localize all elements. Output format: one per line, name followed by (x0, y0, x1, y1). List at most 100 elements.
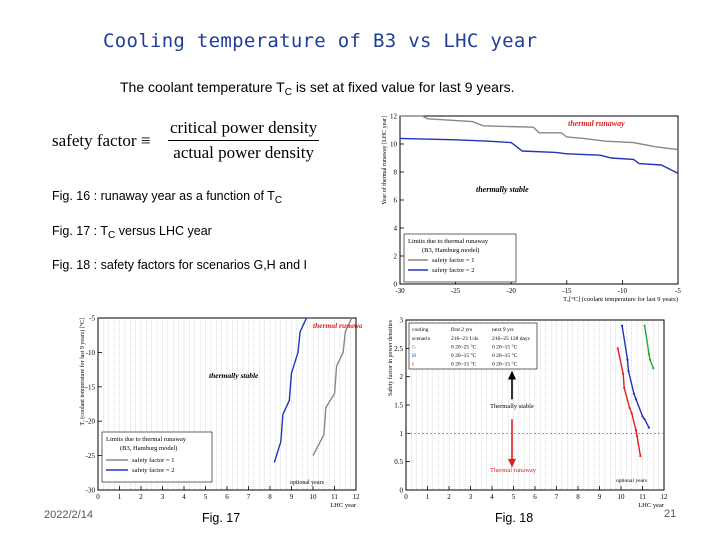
legend-entry: safety factor = 1 (432, 257, 474, 264)
x-tick-label: 3 (161, 493, 165, 501)
x-tick-label: 8 (576, 493, 580, 501)
fig17-text-sub: C (108, 230, 116, 241)
x-tick-label: 0 (404, 493, 408, 501)
x-axis-label: Tₒ[°C] (coolant temperature for last 9 y… (563, 296, 678, 302)
data-point (652, 367, 655, 370)
data-point (643, 418, 646, 421)
arrow-down-head (508, 458, 516, 468)
slide-title: Cooling temperature of B3 vs LHC year (103, 30, 538, 52)
y-tick-label: -10 (86, 349, 96, 357)
x-tick-label: 11 (639, 493, 646, 501)
legend-title: Limits due to thermal runaway (106, 436, 187, 443)
legend-row-value: 0 20~15 °C (451, 361, 477, 368)
y-tick-label: 4 (394, 225, 398, 233)
formula-numerator: critical power density (168, 118, 320, 141)
x-tick-label: 10 (310, 493, 318, 501)
legend-row-value: 0 20~15 °C (492, 361, 518, 368)
series-line-safety-factor-2 (399, 137, 679, 175)
x-tick-label: 3 (469, 493, 473, 501)
x-tick-label: 1 (426, 493, 430, 501)
formula-lhs: safety factor ≡ (52, 131, 151, 150)
legend-box (408, 322, 538, 370)
legend-row-label: scenario (412, 336, 431, 342)
y-tick-label: 6 (394, 197, 398, 205)
legend-row-label: H (412, 353, 416, 359)
y-tick-label: -25 (86, 452, 96, 460)
arrow-up-head (508, 370, 516, 380)
legend-title: Limits due to thermal runaway (408, 238, 489, 245)
legend-row-value: 0 20~15 °C (492, 352, 518, 359)
legend-row-value: 0 20~15 °C (492, 344, 518, 351)
y-tick-label: 3 (400, 317, 404, 325)
y-tick-label: -30 (86, 487, 96, 495)
x-tick-label: 6 (225, 493, 229, 501)
legend-header: first 2 yrs (451, 326, 472, 333)
x-tick-label: -25 (451, 287, 461, 295)
x-tick-label: -15 (562, 287, 572, 295)
y-tick-label: 1.5 (394, 402, 403, 410)
data-point (623, 386, 626, 390)
series-line-g (643, 325, 654, 369)
page-number: 21 (664, 508, 677, 520)
annotation-thermally-stable: thermally stable (209, 371, 259, 380)
legend-subtitle: (B3, Hamburg model) (120, 445, 177, 452)
fig18-text-pre: Fig. 18 : safety factors for scenarios G… (52, 258, 307, 272)
y-tick-label: 0 (400, 487, 404, 495)
fig16-description: Fig. 16 : runaway year as a function of … (52, 189, 282, 206)
x-tick-label: 1 (118, 493, 122, 501)
x-tick-label: 2 (447, 493, 451, 501)
legend-row-value: 216~23 1/4s (451, 336, 478, 342)
formula-fraction: critical power density actual power dens… (168, 118, 320, 163)
data-point (616, 347, 619, 350)
x-axis-label: LHC year (638, 502, 665, 509)
x-tick-label: 10 (618, 493, 626, 501)
x-tick-label: 4 (182, 493, 186, 501)
x-tick-label: 12 (353, 493, 361, 501)
subtitle-text-pre: The coolant temperature T (120, 79, 285, 95)
legend-entry: safety factor = 2 (432, 267, 474, 274)
series-line-safety-factor-1 (400, 115, 679, 151)
y-tick-label: 8 (394, 169, 398, 177)
subtitle-text-post: is set at fixed value for last 9 years. (291, 79, 515, 95)
legend-row-label: G (412, 345, 416, 351)
y-tick-label: 1 (400, 430, 404, 438)
fig16-text-pre: Fig. 16 : runaway year as a function of … (52, 189, 275, 203)
data-point (627, 369, 630, 373)
data-point (628, 406, 631, 409)
y-tick-label: -5 (89, 315, 95, 323)
x-tick-label: -30 (395, 287, 405, 295)
data-point (648, 358, 652, 361)
fig17-caption: Fig. 17 (202, 511, 241, 525)
annotation-thermally-stable: Thermally stable (490, 403, 534, 410)
data-point (630, 412, 633, 415)
fig17-text-post: versus LHC year (115, 224, 212, 238)
x-tick-label: 7 (247, 493, 251, 501)
legend-row-value: 0 20~15 °C (451, 352, 477, 359)
y-tick-label: 12 (390, 113, 398, 121)
safety-factor-formula: safety factor ≡ critical power density a… (52, 118, 352, 168)
legend-row-value: 0 20~25 °C (451, 344, 477, 351)
fig17-description: Fig. 17 : TC versus LHC year (52, 224, 212, 241)
legend-entry: safety factor = 1 (132, 457, 174, 464)
subtitle-subscript: C (284, 87, 292, 98)
y-tick-label: 2.5 (394, 345, 403, 353)
x-tick-label: 12 (661, 493, 669, 501)
x-tick-label: 6 (533, 493, 537, 501)
legend-box (101, 431, 213, 483)
footer-date: 2022/2/14 (44, 509, 93, 521)
annotation-optional-years: optional years (616, 478, 647, 484)
x-tick-label: 7 (555, 493, 559, 501)
x-tick-label: 8 (268, 493, 272, 501)
x-tick-label: 11 (331, 493, 338, 501)
y-tick-label: 0 (394, 281, 398, 289)
annotation-thermal-runaway: Thermal runaway (490, 467, 537, 474)
x-tick-label: -20 (507, 287, 517, 295)
fig16-chart: -30 -25 -20 -15 -10 -5 0 2 4 6 8 10 12 Tₒ[°C] (coolan… (381, 113, 681, 303)
legend-box (403, 233, 517, 283)
series-line-safety-factor-1 (312, 317, 353, 456)
data-point (643, 324, 646, 327)
annotation-optional-years: optional years (290, 480, 324, 486)
legend-row-label: I (412, 362, 414, 368)
